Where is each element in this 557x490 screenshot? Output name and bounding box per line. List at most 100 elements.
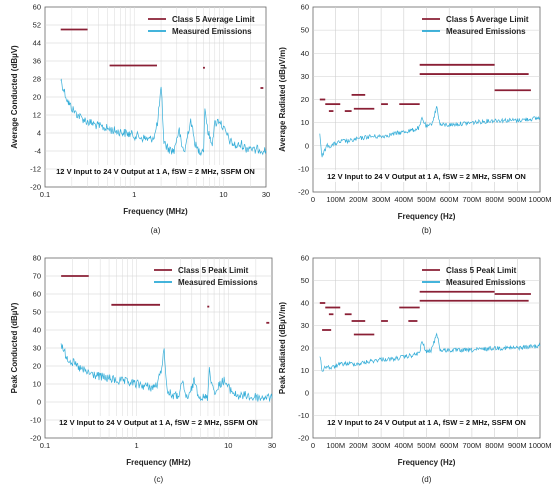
y-tick-label: 50: [301, 276, 309, 285]
y-tick-label: 0: [305, 141, 309, 150]
legend-label-limit: Class 5 Peak Limit: [446, 266, 517, 275]
y-tick-label: -20: [30, 434, 41, 443]
x-tick-label: 30: [268, 441, 276, 450]
condition-text: 12 V Input to 24 V Output at 1 A, fSW = …: [56, 167, 255, 176]
x-tick-label: 700M: [463, 195, 482, 204]
y-tick-label: 50: [33, 308, 41, 317]
x-axis-label: Frequency (MHz): [126, 458, 191, 467]
panel-letter: (d): [422, 475, 432, 484]
y-tick-label: 30: [301, 321, 309, 330]
y-tick-label: 80: [33, 254, 41, 263]
panel-letter: (a): [151, 226, 161, 235]
y-axis-label: Peak Radiated (dBµV/m): [278, 302, 287, 395]
x-tick-label: 10: [219, 190, 227, 199]
x-tick-label: 200M: [349, 195, 368, 204]
x-tick-label: 0: [311, 441, 315, 450]
condition-box: [335, 170, 518, 182]
x-tick-label: 0.1: [40, 441, 50, 450]
x-tick-label: 500M: [417, 441, 436, 450]
y-tick-label: -10: [298, 411, 309, 420]
x-tick-label: 10: [224, 441, 232, 450]
x-tick-label: 1000M: [529, 441, 552, 450]
chart-panel-1: 60 52 44 36 28 20 12 4 -4 -12 -200.1 1 10 30 Frequency…: [10, 3, 270, 236]
measured-emissions-line: [319, 106, 541, 158]
x-tick-label: 0: [311, 195, 315, 204]
y-tick-label: 50: [301, 26, 309, 35]
y-tick-label: -10: [298, 164, 309, 173]
x-tick-label: 700M: [463, 441, 482, 450]
legend-label-limit: Class 5 Peak Limit: [178, 266, 249, 275]
y-tick-label: 36: [33, 57, 41, 66]
x-tick-label: 30: [262, 190, 270, 199]
y-tick-label: 44: [33, 39, 41, 48]
y-tick-label: 40: [301, 299, 309, 308]
condition-text: 12 V Input to 24 V Output at 1 A, fSW = …: [59, 418, 258, 427]
x-tick-label: 1: [135, 441, 139, 450]
x-axis-label: Frequency (MHz): [123, 207, 188, 216]
y-tick-label: 4: [37, 129, 41, 138]
x-tick-label: 600M: [440, 441, 459, 450]
y-tick-label: -20: [298, 188, 309, 197]
legend-label-measured: Measured Emissions: [172, 27, 252, 36]
y-tick-label: 12: [33, 111, 41, 120]
y-tick-label: 60: [33, 3, 41, 12]
x-tick-label: 400M: [394, 441, 413, 450]
y-tick-label: 20: [301, 95, 309, 104]
y-tick-label: -12: [30, 165, 41, 174]
chart-panel-3: 80 70 60 50 40 30 20 10 0 -10 -200.1 1 10 30 Frequency…: [10, 254, 276, 485]
y-tick-label: 40: [301, 49, 309, 58]
x-axis-label: Frequency (Hz): [398, 458, 456, 467]
y-tick-label: 60: [301, 3, 309, 12]
y-tick-label: 60: [301, 254, 309, 263]
x-tick-label: 900M: [508, 441, 527, 450]
x-tick-label: 300M: [372, 441, 391, 450]
measured-emissions-line: [60, 78, 267, 157]
y-tick-label: 20: [33, 93, 41, 102]
y-tick-label: 0: [305, 389, 309, 398]
panel-letter: (b): [422, 226, 432, 235]
y-tick-label: -10: [30, 416, 41, 425]
y-tick-label: 30: [33, 344, 41, 353]
condition-text: 12 V Input to 24 V Output at 1 A, fSW = …: [327, 172, 526, 181]
legend-label-measured: Measured Emissions: [178, 278, 258, 287]
legend-label-limit: Class 5 Average Limit: [446, 15, 529, 24]
y-tick-label: 10: [33, 380, 41, 389]
y-tick-label: -20: [30, 183, 41, 192]
y-axis-label: Average Conducted (dBµV): [10, 45, 19, 149]
y-tick-label: 10: [301, 118, 309, 127]
y-tick-label: 20: [301, 344, 309, 353]
y-tick-label: 40: [33, 326, 41, 335]
panel-letter: (c): [154, 475, 164, 484]
y-tick-label: 0: [37, 398, 41, 407]
x-tick-label: 0.1: [40, 190, 50, 199]
x-tick-label: 1: [132, 190, 136, 199]
condition-box: [67, 416, 250, 428]
y-tick-label: 30: [301, 72, 309, 81]
x-tick-label: 900M: [508, 195, 527, 204]
x-tick-label: 400M: [394, 195, 413, 204]
x-tick-label: 1000M: [529, 195, 552, 204]
y-tick-label: 28: [33, 75, 41, 84]
x-axis-label: Frequency (Hz): [398, 212, 456, 221]
x-tick-label: 600M: [440, 195, 459, 204]
y-tick-label: -4: [34, 147, 41, 156]
x-tick-label: 300M: [372, 195, 391, 204]
legend-label-limit: Class 5 Average Limit: [172, 15, 255, 24]
x-tick-label: 500M: [417, 195, 436, 204]
y-tick-label: 60: [33, 290, 41, 299]
condition-text: 12 V Input to 24 V Output at 1 A, fSW = …: [327, 418, 526, 427]
x-tick-label: 800M: [485, 441, 504, 450]
legend-label-measured: Measured Emissions: [446, 278, 526, 287]
measured-emissions-line: [60, 343, 273, 402]
legend-label-measured: Measured Emissions: [446, 27, 526, 36]
measured-emissions-line: [319, 332, 541, 372]
x-tick-label: 800M: [485, 195, 504, 204]
x-tick-label: 200M: [349, 441, 368, 450]
y-tick-label: 10: [301, 366, 309, 375]
condition-box: [64, 165, 247, 177]
y-axis-label: Average Radiated (dBµV/m): [278, 47, 287, 152]
x-tick-label: 100M: [326, 441, 345, 450]
